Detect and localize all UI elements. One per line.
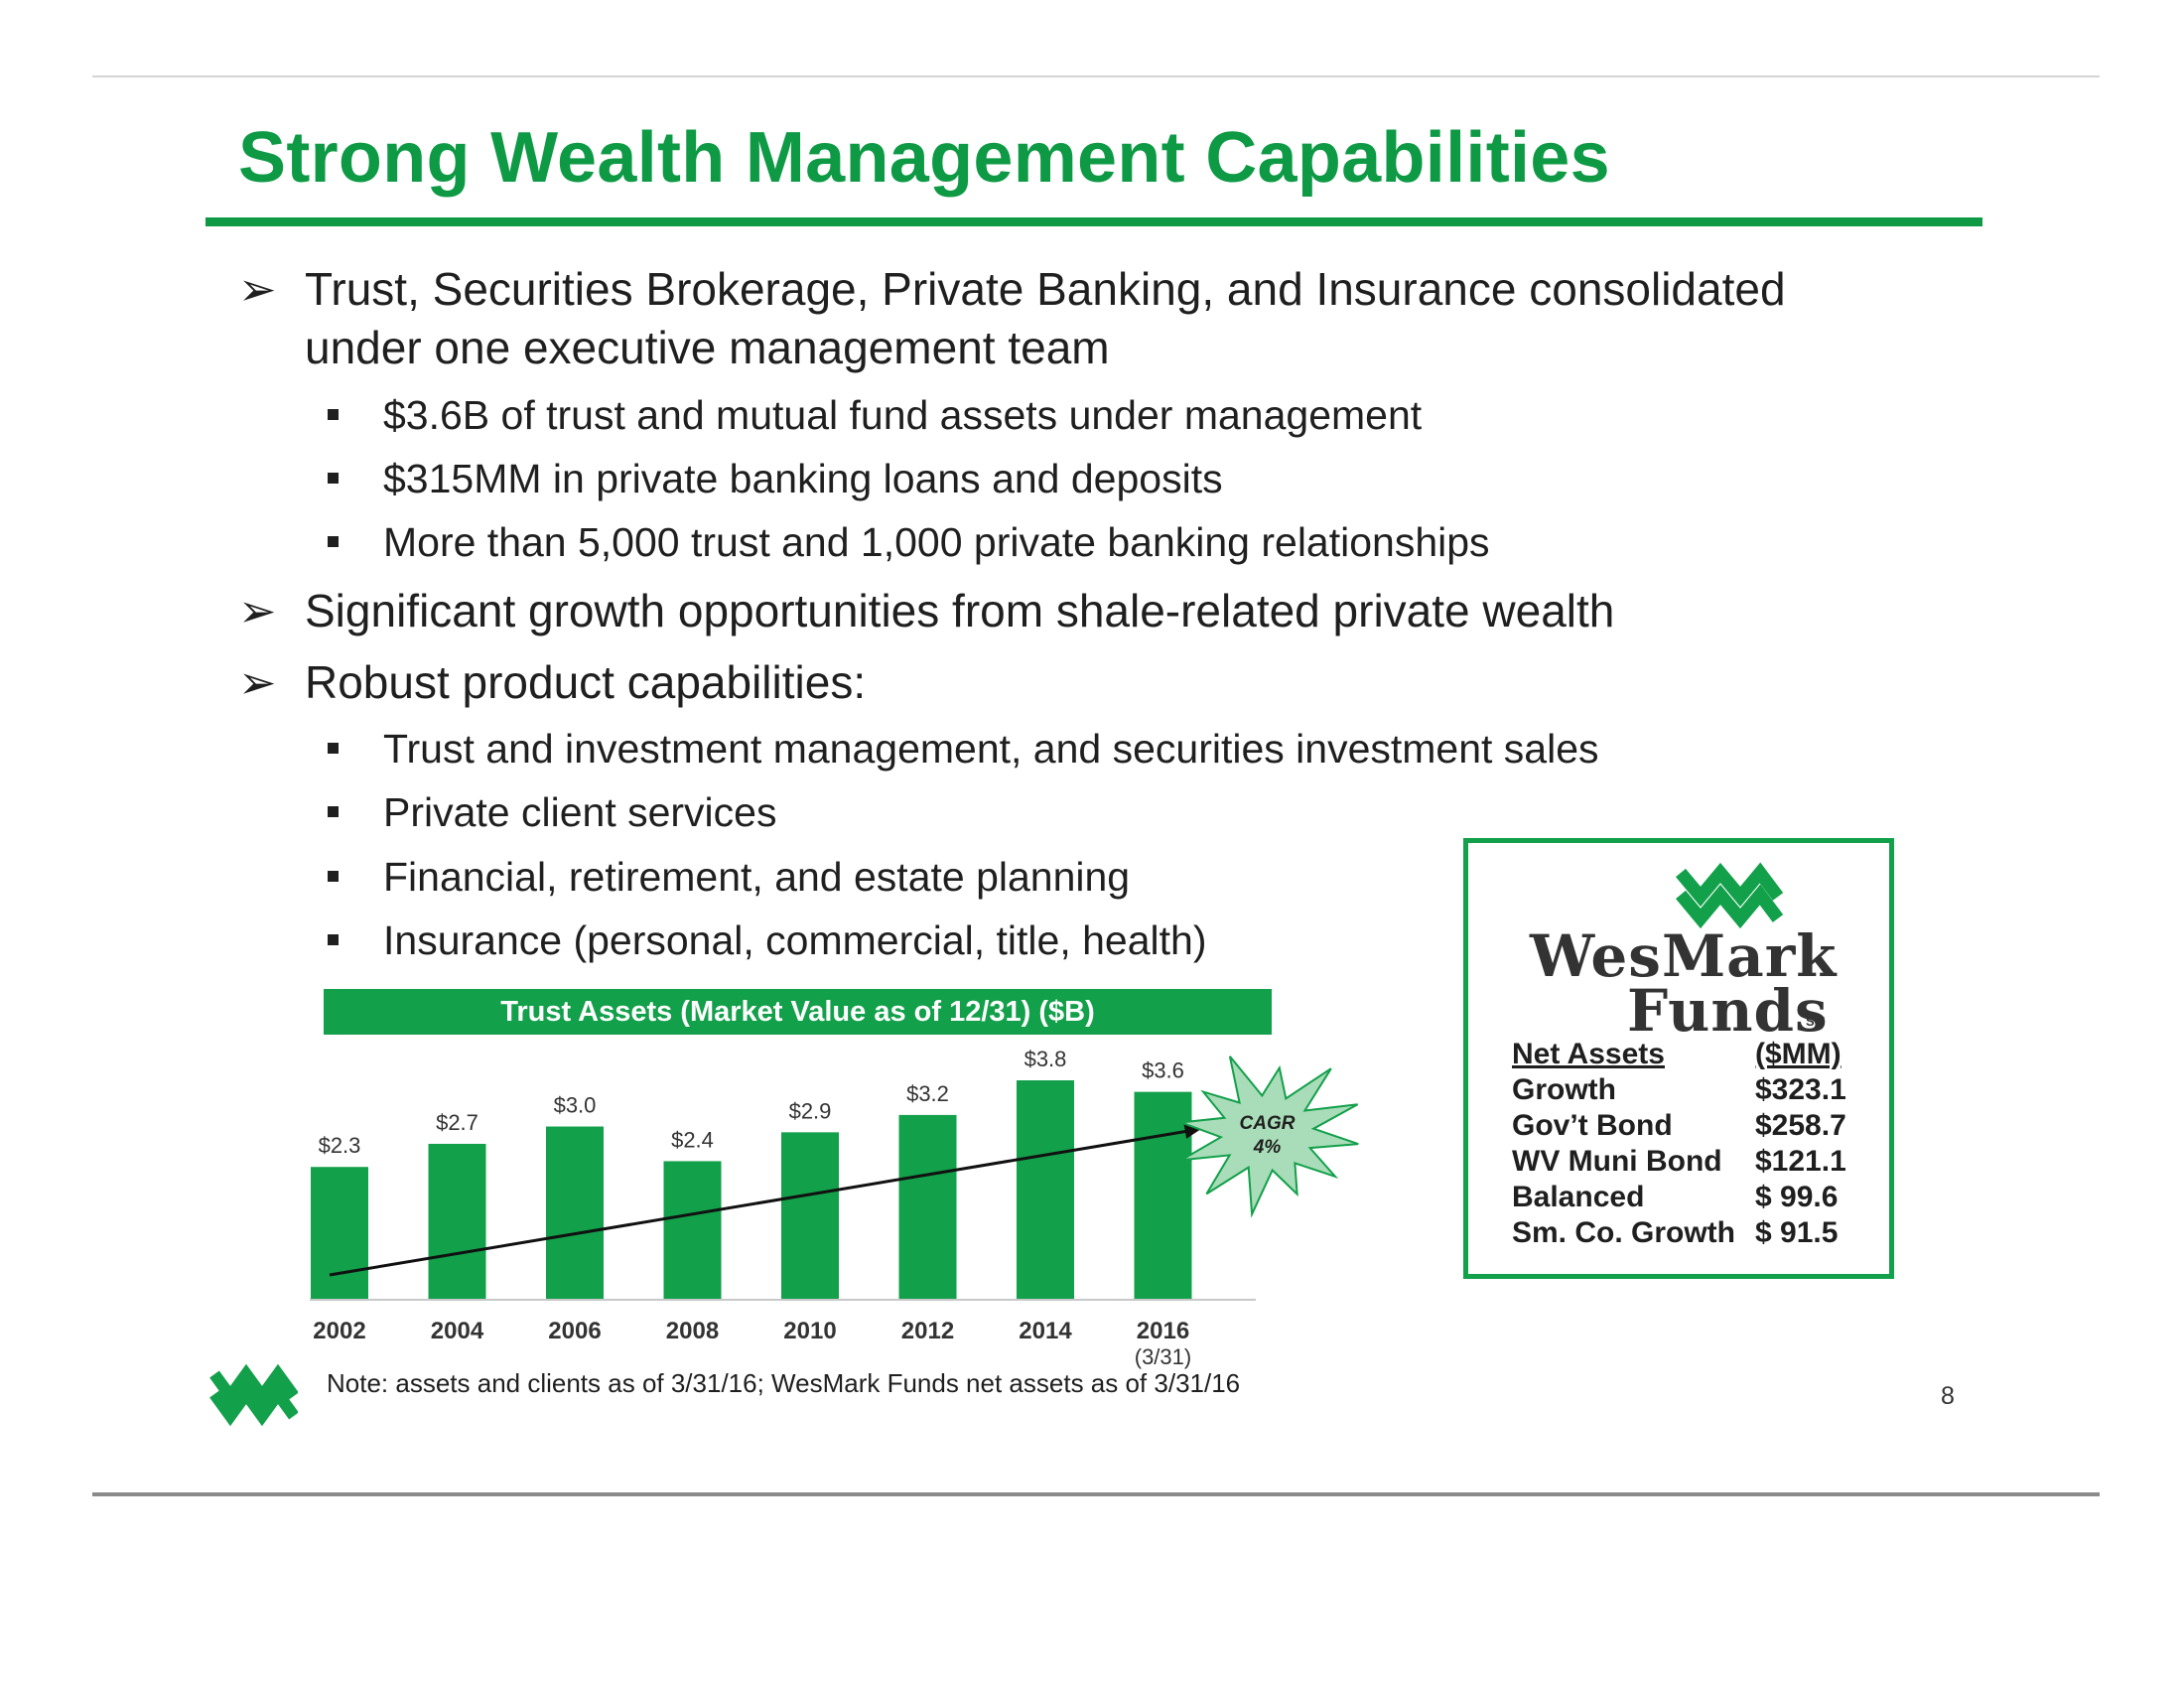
funds-brand-line-1: WesMark bbox=[1530, 922, 1838, 990]
table-row: Growth $323.1 bbox=[1512, 1073, 1869, 1109]
square-bullet-icon bbox=[328, 473, 339, 484]
sub-bullet-text: Insurance (personal, commercial, title, … bbox=[383, 917, 1207, 963]
cagr-starburst bbox=[1180, 1055, 1359, 1218]
table-header-row: Net Assets ($MM) bbox=[1512, 1038, 1869, 1073]
data-label-2004: $2.7 bbox=[436, 1110, 478, 1135]
wesmark-logo-icon bbox=[209, 1363, 298, 1427]
table-row: Balanced $ 99.6 bbox=[1512, 1181, 1869, 1216]
fund-value: $ 91.5 bbox=[1755, 1216, 1839, 1249]
x-tick-label-2010: 2010 bbox=[783, 1318, 836, 1344]
bar-2010 bbox=[781, 1132, 839, 1300]
data-label-2008: $2.4 bbox=[671, 1127, 714, 1152]
bar-2014 bbox=[1017, 1080, 1074, 1300]
table-row: WV Muni Bond $121.1 bbox=[1512, 1145, 1869, 1181]
arrow-bullet-icon: ➢ bbox=[238, 656, 277, 708]
data-label-2016: $3.6 bbox=[1142, 1058, 1184, 1083]
fund-name: Sm. Co. Growth bbox=[1512, 1216, 1735, 1249]
net-assets-table: Net Assets ($MM) Growth $323.1 Gov’t Bon… bbox=[1512, 1038, 1869, 1252]
page-title: Strong Wealth Management Capabilities bbox=[238, 118, 1610, 198]
arrow-bullet-icon: ➢ bbox=[238, 585, 277, 636]
sub-bullet-text: Private client services bbox=[383, 789, 777, 835]
table-row: Sm. Co. Growth $ 91.5 bbox=[1512, 1216, 1869, 1252]
footnote: Note: assets and clients as of 3/31/16; … bbox=[327, 1368, 1241, 1398]
funds-brand-line-2: Funds bbox=[1627, 977, 1829, 1045]
x-tick-label-2016: 2016 bbox=[1137, 1318, 1189, 1344]
square-bullet-icon bbox=[328, 409, 339, 420]
cagr-trend-line bbox=[329, 1129, 1189, 1277]
data-label-2006: $3.0 bbox=[554, 1093, 597, 1118]
fund-value: $ 99.6 bbox=[1755, 1181, 1839, 1213]
fund-value: $323.1 bbox=[1755, 1073, 1846, 1106]
bottom-rule bbox=[92, 1492, 2100, 1496]
service-mark: SM bbox=[1806, 1014, 1826, 1029]
x-tick-sublabel: (3/31) bbox=[1135, 1344, 1191, 1369]
square-bullet-icon bbox=[328, 934, 339, 945]
fund-name: WV Muni Bond bbox=[1512, 1145, 1722, 1178]
table-row: Gov’t Bond $258.7 bbox=[1512, 1109, 1869, 1145]
data-label-2014: $3.8 bbox=[1024, 1047, 1067, 1071]
fund-name: Growth bbox=[1512, 1073, 1616, 1106]
arrow-bullet-icon: ➢ bbox=[238, 263, 277, 315]
top-rule bbox=[92, 75, 2100, 77]
square-bullet-icon bbox=[328, 806, 339, 817]
cagr-label: CAGR bbox=[1240, 1113, 1296, 1134]
data-label-2010: $2.9 bbox=[789, 1098, 832, 1123]
labels-layer: $2.3 2002 $2.7 2004 $3.0 2006 $2.4 2008 $2.9 2010… bbox=[313, 1047, 1191, 1369]
x-tick-label-2008: 2008 bbox=[666, 1318, 719, 1344]
bullet-1-line-2: under one executive management team bbox=[305, 322, 1110, 373]
column-header: ($MM) bbox=[1755, 1038, 1842, 1070]
data-label-2002: $2.3 bbox=[319, 1133, 361, 1158]
fund-value: $121.1 bbox=[1755, 1145, 1846, 1178]
chart-title: Trust Assets (Market Value as of 12/31) … bbox=[324, 989, 1272, 1035]
sub-bullet-text: $3.6B of trust and mutual fund assets un… bbox=[383, 392, 1423, 438]
page-number: 8 bbox=[1941, 1382, 1955, 1410]
square-bullet-icon bbox=[328, 536, 339, 547]
square-bullet-icon bbox=[328, 743, 339, 754]
x-tick-label-2012: 2012 bbox=[901, 1318, 954, 1344]
sub-bullet-text: $315MM in private banking loans and depo… bbox=[383, 456, 1223, 501]
bar-2006 bbox=[546, 1126, 604, 1300]
sub-bullet-text: Financial, retirement, and estate planni… bbox=[383, 854, 1131, 900]
x-tick-label-2014: 2014 bbox=[1019, 1318, 1072, 1344]
x-tick-label-2006: 2006 bbox=[548, 1318, 601, 1344]
wesmark-funds-panel: WesMark Funds SM Net Assets ($MM) Growth… bbox=[1463, 838, 1894, 1279]
bar-2004 bbox=[428, 1143, 486, 1300]
fund-name: Gov’t Bond bbox=[1512, 1109, 1673, 1142]
fund-value: $258.7 bbox=[1755, 1109, 1846, 1142]
bar-2016 bbox=[1134, 1091, 1192, 1300]
sub-bullet-text: More than 5,000 trust and 1,000 private … bbox=[383, 519, 1490, 565]
data-label-2012: $3.2 bbox=[906, 1081, 949, 1106]
bars-layer bbox=[311, 1080, 1192, 1300]
x-tick-label-2002: 2002 bbox=[313, 1318, 365, 1344]
bullet-3-text: Robust product capabilities: bbox=[305, 656, 867, 708]
cagr-value: 4% bbox=[1253, 1137, 1282, 1158]
bullet-1-line-1: Trust, Securities Brokerage, Private Ban… bbox=[305, 263, 1786, 315]
fund-name: Balanced bbox=[1512, 1181, 1645, 1213]
square-bullet-icon bbox=[328, 871, 339, 882]
trust-assets-chart: $2.3 2002 $2.7 2004 $3.0 2006 $2.4 2008 $2.9 2010… bbox=[310, 1047, 1359, 1369]
bar-2008 bbox=[663, 1161, 722, 1300]
bullet-2-text: Significant growth opportunities from sh… bbox=[305, 585, 1615, 636]
x-tick-label-2004: 2004 bbox=[431, 1318, 484, 1344]
title-underline bbox=[205, 217, 1982, 226]
bar-2012 bbox=[898, 1114, 957, 1300]
column-header: Net Assets bbox=[1512, 1038, 1665, 1070]
sub-bullet-text: Trust and investment management, and sec… bbox=[383, 726, 1599, 772]
wesmark-w-logo-icon bbox=[1676, 862, 1784, 929]
bar-2002 bbox=[311, 1167, 368, 1300]
